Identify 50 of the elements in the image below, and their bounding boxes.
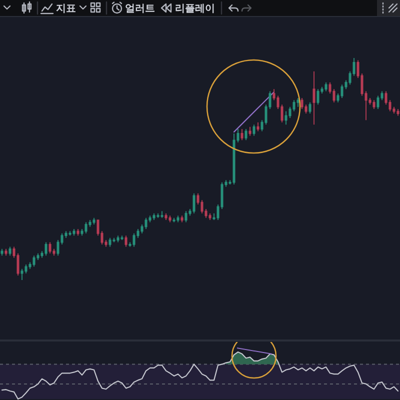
candlestick: [324, 82, 328, 92]
candlestick: [316, 88, 320, 106]
candlestick: [244, 128, 248, 141]
candlestick: [248, 126, 252, 136]
candlestick: [372, 100, 376, 110]
text: 리플레이: [175, 4, 215, 14]
candlestick: [284, 110, 288, 126]
candlestick: [124, 235, 128, 248]
candlestick: [92, 217, 96, 225]
candlestick: [376, 95, 380, 110]
candlestick: [168, 215, 172, 223]
candlestick: [252, 124, 256, 136]
candlestick: [72, 228, 76, 236]
candlestick: [76, 228, 80, 236]
candlestick: [4, 248, 8, 256]
candlestick: [396, 108, 400, 116]
candlestick: [340, 84, 344, 98]
candlestick: [172, 217, 176, 223]
candlestick: [160, 210, 164, 218]
candlestick: [116, 235, 120, 243]
candlestick: [312, 70, 316, 126]
candlestick: [176, 215, 180, 223]
candlestick: [256, 122, 260, 132]
candlestick: [0, 248, 4, 256]
candlestick: [152, 212, 156, 221]
candlestick: [308, 102, 312, 114]
text: 얼러트: [125, 4, 155, 14]
candlestick: [192, 192, 196, 214]
candlestick: [144, 217, 148, 230]
candlestick: [132, 232, 136, 248]
candlestick: [32, 255, 36, 268]
candlestick: [232, 133, 236, 185]
candlestick: [184, 210, 188, 223]
candlestick: [48, 242, 52, 254]
candlestick: [296, 98, 300, 108]
candlestick: [240, 128, 244, 141]
text: 지표: [56, 4, 76, 14]
candlestick: [112, 237, 116, 243]
candlestick: [208, 212, 212, 221]
candlestick: [20, 268, 24, 280]
candlestick: [84, 222, 88, 234]
candlestick: [180, 215, 184, 223]
candlestick: [120, 235, 124, 240]
candlestick: [164, 212, 168, 221]
candlestick: [156, 212, 160, 218]
candlestick: [300, 98, 304, 110]
candlestick: [44, 242, 48, 256]
candlestick: [108, 237, 112, 248]
candlestick: [68, 230, 72, 236]
candlestick: [8, 246, 12, 256]
